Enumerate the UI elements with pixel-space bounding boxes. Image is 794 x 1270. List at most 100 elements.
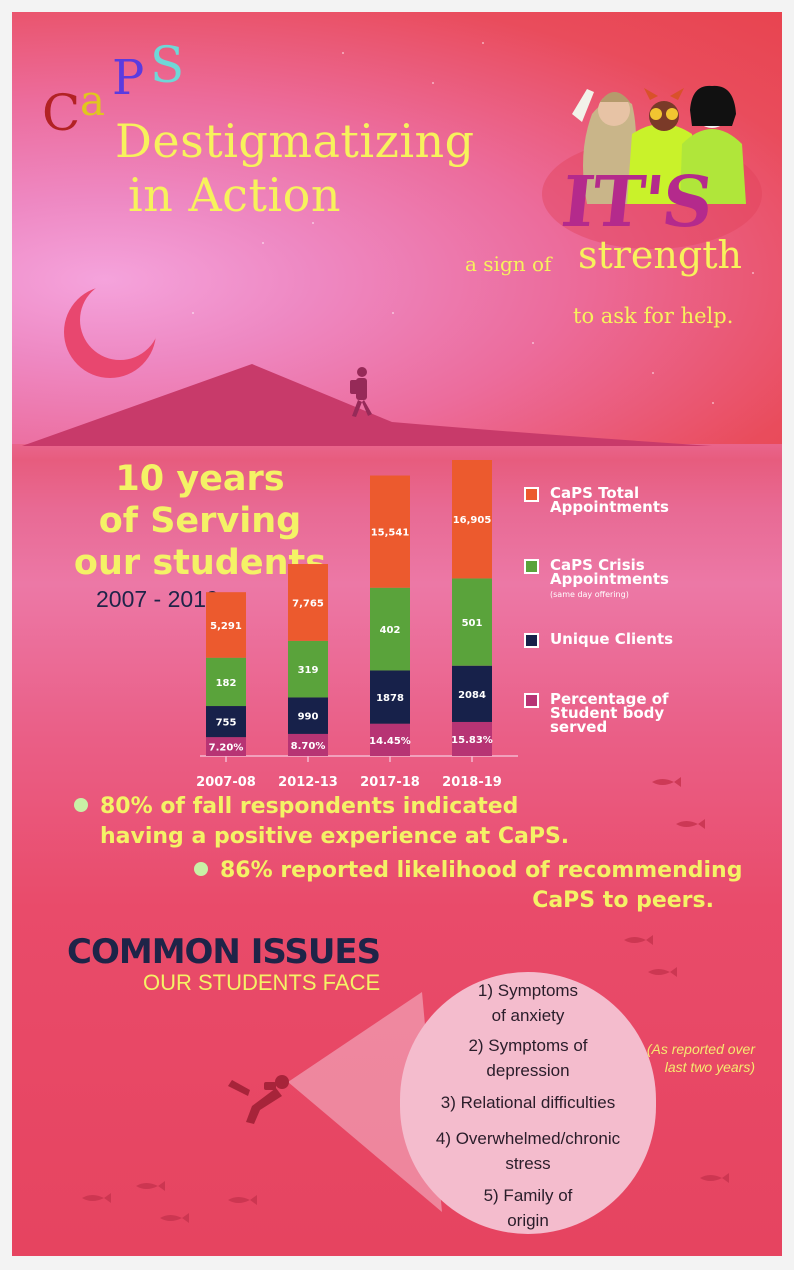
issue-item: 4) Overwhelmed/chronic stress: [400, 1126, 656, 1176]
issue-item: 3) Relational difficulties: [400, 1090, 656, 1115]
diver-icon: [228, 1075, 289, 1124]
issue-item: 2) Symptoms of depression: [400, 1033, 656, 1083]
year-range: 2007 - 2019: [96, 586, 219, 612]
issue-line: of anxiety: [491, 1006, 565, 1025]
legend-label: CaPS Crisis Appointments: [550, 556, 669, 588]
issues-subtitle: OUR STUDENTS FACE: [143, 970, 381, 995]
fact-recommend: 86% reported likelihood of recommending …: [194, 856, 742, 916]
headline-line-2: in Action: [128, 168, 341, 222]
caps-logo: C a P S: [42, 36, 212, 142]
x-tick-label: 2017-18: [360, 775, 420, 787]
hiker-icon: [350, 367, 372, 417]
bullet-dot: [74, 798, 88, 812]
bar-segment: [452, 578, 492, 666]
fish-icon: [228, 1195, 257, 1205]
issue-line: depression: [486, 1061, 570, 1080]
x-tick-label: 2007-08: [196, 775, 256, 787]
issue-item: 1) Symptoms of anxiety: [400, 978, 656, 1028]
bar-segment: [206, 657, 246, 707]
bar-segment: [288, 564, 328, 641]
legend-sublabel: (same day offering): [550, 590, 629, 599]
bar-segment: [370, 475, 410, 588]
data-label: 8.70%: [291, 741, 326, 752]
data-label: 2084: [458, 690, 486, 701]
fish-icon: [700, 1173, 729, 1183]
data-label: 7.20%: [209, 743, 244, 754]
issue-line: 5) Family of: [483, 1186, 573, 1205]
issue-line: stress: [505, 1154, 551, 1173]
bar-segment: [206, 592, 246, 658]
bar-segment: [288, 697, 328, 734]
serving-title-line: 10 years: [115, 459, 285, 499]
serving-title-line: our students: [73, 543, 327, 583]
logo-letter-c: C: [42, 84, 81, 142]
bar-segment: [452, 460, 492, 579]
bar-segment: [206, 737, 246, 756]
fact-line: having a positive experience at CaPS.: [100, 824, 570, 849]
slogan-suffix: to ask for help.: [573, 304, 734, 328]
logo-letter-s: S: [150, 36, 185, 94]
its-word: IT'S: [557, 160, 716, 243]
hero-section: C a P S Destigmatizing in Action IT'S a …: [12, 12, 782, 446]
fish-icon: [160, 1213, 189, 1223]
bar-segment: [370, 587, 410, 671]
data-label: 15,541: [371, 528, 410, 539]
data-label: 16,905: [453, 515, 492, 526]
fish-icon: [82, 1193, 111, 1203]
crescent-moon-icon: [64, 286, 156, 378]
serving-title: 10 years of Serving our students: [50, 458, 350, 584]
legend-swatch: [524, 633, 539, 648]
data-label: 5,291: [210, 621, 242, 632]
issue-line: 2) Symptoms of: [468, 1036, 588, 1055]
fish-icon: [648, 967, 677, 977]
fish-icon: [136, 1181, 165, 1191]
data-label: 15.83%: [451, 735, 493, 746]
infographic-poster: C a P S Destigmatizing in Action IT'S a …: [12, 12, 782, 1256]
x-tick-label: 2012-13: [278, 775, 338, 787]
issue-line: 3) Relational difficulties: [440, 1093, 616, 1112]
legend-text-block: CaPS Crisis Appointments (same day offer…: [550, 558, 750, 602]
data-label: 182: [216, 678, 237, 689]
slogan-emphasis: strength: [578, 233, 742, 277]
data-label: 501: [462, 618, 483, 629]
bar-segment: [452, 721, 492, 756]
logo-letter-p: P: [112, 50, 145, 106]
fact-line: CaPS to peers.: [532, 888, 714, 913]
bar-segment: [452, 665, 492, 722]
data-label: 990: [298, 712, 319, 723]
legend-swatch: [524, 559, 539, 574]
fish-decorations: [82, 777, 729, 1223]
serving-title-line: of Serving: [98, 501, 302, 541]
issue-line: origin: [507, 1211, 549, 1230]
bar-segment: [288, 733, 328, 756]
legend-label: Percentage of Student body served: [550, 690, 669, 736]
legend-label: CaPS Total Appointments: [550, 484, 669, 516]
data-label: 755: [216, 718, 237, 729]
legend-label: Unique Clients: [550, 630, 674, 648]
data-label: 1878: [376, 693, 404, 704]
data-label: 402: [380, 625, 401, 636]
fish-icon: [624, 935, 653, 945]
issues-bubble: [400, 972, 656, 1234]
data-label: 319: [298, 665, 319, 676]
legend-swatch: [524, 693, 539, 708]
bar-segment: [370, 670, 410, 724]
issues-title: COMMON ISSUES: [67, 932, 381, 972]
fact-line: 86% reported likelihood of recommending: [220, 858, 743, 883]
mountain-silhouette: [22, 364, 712, 446]
fact-line: 80% of fall respondents indicated: [100, 794, 519, 819]
fish-icon: [676, 819, 705, 829]
logo-letter-a: a: [80, 76, 106, 125]
data-label: 7,765: [292, 598, 324, 609]
issue-item: 5) Family of origin: [400, 1183, 656, 1233]
x-tick-label: 2018-19: [442, 775, 502, 787]
bar-segment: [206, 706, 246, 738]
bar-segment: [370, 723, 410, 756]
fish-icon: [652, 777, 681, 787]
data-label: 14.45%: [369, 736, 411, 747]
people-illustration: [542, 85, 762, 249]
legend-swatch: [524, 487, 539, 502]
issue-line: 1) Symptoms: [477, 981, 579, 1000]
issues-note: (As reported over last two years): [646, 1041, 755, 1075]
fact-positive-experience: 80% of fall respondents indicated having…: [74, 792, 569, 852]
